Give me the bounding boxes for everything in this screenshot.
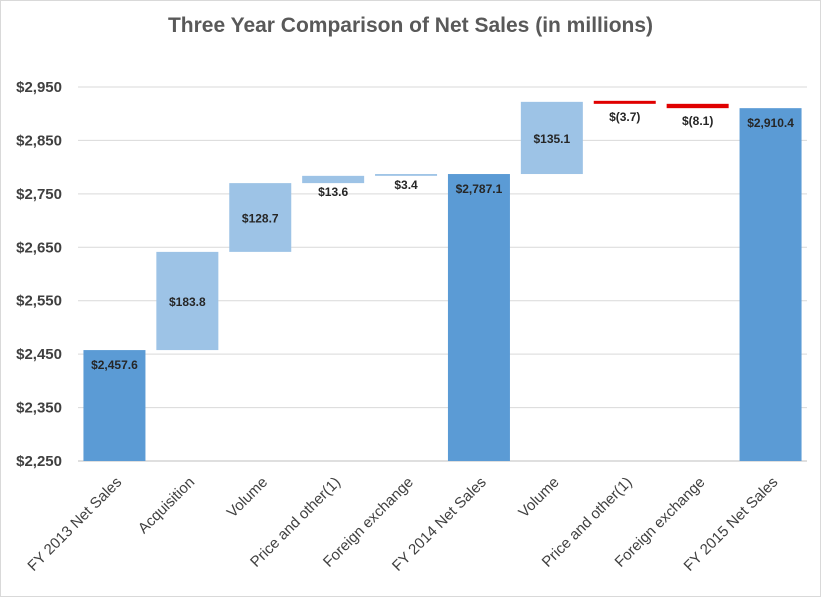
x-tick-label: Volume — [224, 474, 271, 521]
y-tick-label: $2,850 — [16, 132, 62, 149]
data-label: $13.6 — [318, 185, 348, 199]
x-tick-label: Acquisition — [135, 474, 198, 537]
x-tick-label: FY 2013 Net Sales — [24, 474, 125, 575]
bar-increase — [229, 183, 292, 252]
data-label: $(8.1) — [682, 114, 713, 128]
data-label: $2,787.1 — [456, 182, 503, 196]
data-labels: $2,457.6 $183.8 $128.7 $13.6 $3.4 $2,787.1 $13… — [91, 110, 794, 372]
x-axis-ticks: FY 2013 Net Sales Acquisition VolumePrice … — [24, 474, 781, 575]
data-label: $(3.7) — [609, 110, 640, 124]
data-label: $2,457.6 — [91, 358, 138, 372]
data-label: $3.4 — [394, 178, 418, 192]
bar-total — [447, 174, 510, 461]
y-tick-label: $2,350 — [16, 400, 62, 417]
x-tick-label: Volume — [515, 474, 562, 521]
y-tick-label: $2,750 — [16, 186, 62, 203]
bar-total — [83, 350, 146, 461]
bar-increase — [520, 101, 583, 175]
data-label: $135.1 — [533, 132, 570, 146]
data-label: $2,910.4 — [747, 116, 794, 130]
bars — [83, 100, 802, 461]
bar-increase — [302, 175, 365, 184]
y-axis-ticks: $2,250 $2,350 $2,450 $2,550 $2,650 $2,750 $2,8… — [16, 79, 62, 470]
bar-total — [739, 108, 802, 461]
data-label: $183.8 — [169, 295, 206, 309]
y-tick-label: $2,650 — [16, 239, 62, 256]
bar-increase — [375, 174, 438, 176]
y-tick-label: $2,950 — [16, 79, 62, 96]
chart-title: Three Year Comparison of Net Sales (in m… — [167, 14, 654, 37]
bar-increase — [156, 251, 219, 351]
gridlines — [78, 86, 807, 462]
y-tick-label: $2,550 — [16, 293, 62, 310]
bar-decrease — [593, 100, 656, 104]
y-tick-label: $2,450 — [16, 346, 62, 363]
bar-decrease — [666, 103, 729, 109]
y-tick-label: $2,250 — [16, 453, 62, 470]
data-label: $128.7 — [242, 211, 279, 225]
